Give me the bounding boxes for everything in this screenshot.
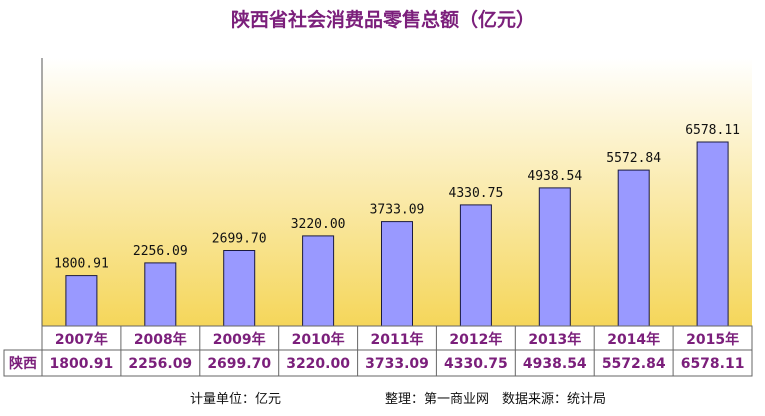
- category-label-2011年: 2011年: [371, 331, 424, 348]
- table-value-2007年: 1800.91: [50, 356, 114, 372]
- bar-2014年: [617, 169, 650, 327]
- unit-note: 计量单位：亿元: [190, 392, 282, 407]
- row-header-label: 陕西: [9, 355, 37, 372]
- category-label-2012年: 2012年: [449, 331, 502, 348]
- table-value-2014年: 5572.84: [602, 356, 666, 372]
- table-value-2008年: 2256.09: [128, 356, 192, 372]
- bar-2011年: [381, 221, 413, 327]
- bar-value-label-2012年: 4330.75: [449, 186, 504, 201]
- category-label-2013年: 2013年: [528, 331, 581, 348]
- category-row: [41, 325, 753, 351]
- bar-2008年: [144, 262, 177, 327]
- bar-value-label-2007年: 1800.91: [54, 257, 109, 272]
- bar-2007年: [65, 275, 98, 327]
- bar-value-label-2008年: 2256.09: [133, 244, 188, 259]
- table-value-2013年: 4938.54: [523, 356, 587, 372]
- bar-value-label-2009年: 2699.70: [212, 232, 267, 247]
- table-value-2015年: 6578.11: [681, 356, 745, 372]
- category-label-2009年: 2009年: [213, 331, 266, 348]
- bar-value-label-2011年: 3733.09: [370, 203, 425, 218]
- table-value-2011年: 3733.09: [365, 356, 429, 372]
- category-label-2007年: 2007年: [55, 331, 108, 348]
- bar-value-label-2013年: 4938.54: [527, 169, 582, 184]
- bar-2013年: [538, 187, 571, 327]
- bar-2012年: [459, 204, 492, 327]
- source-note: 整理：第一商业网 数据来源：统计局: [385, 392, 607, 407]
- bar-2015年: [696, 141, 729, 327]
- table-value-2010年: 3220.00: [286, 356, 350, 372]
- bar-value-label-2014年: 5572.84: [606, 151, 661, 166]
- table-value-2012年: 4330.75: [444, 356, 508, 372]
- chart-title: 陕西省社会消费品零售总额（亿元）: [231, 8, 535, 31]
- table-value-2009年: 2699.70: [207, 356, 271, 372]
- category-label-2015年: 2015年: [686, 331, 739, 348]
- bar-2010年: [302, 235, 335, 327]
- value-row: [3, 349, 753, 377]
- bar-value-label-2010年: 3220.00: [291, 217, 346, 232]
- category-label-2008年: 2008年: [134, 331, 187, 348]
- category-label-2014年: 2014年: [607, 331, 660, 348]
- bar-2009年: [223, 250, 256, 327]
- category-label-2010年: 2010年: [292, 331, 345, 348]
- bar-value-label-2015年: 6578.11: [685, 123, 740, 138]
